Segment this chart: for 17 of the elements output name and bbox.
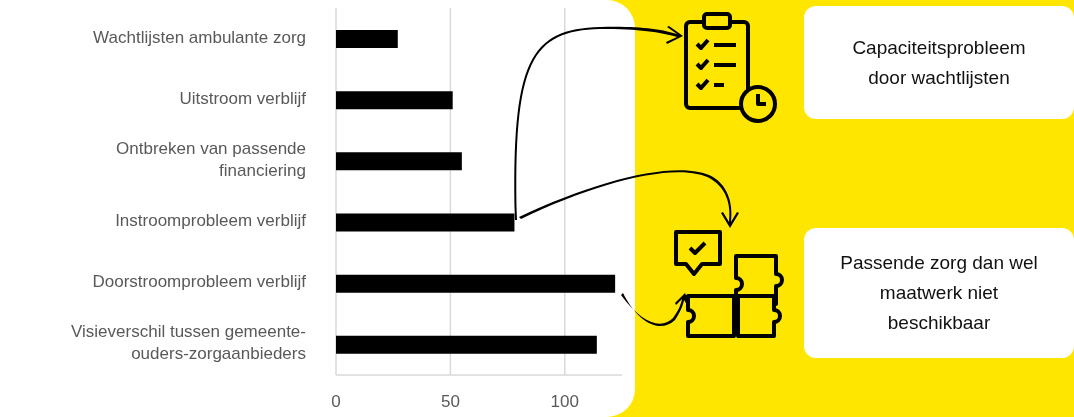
y-tick-label: Wachtlijsten ambulante zorg xyxy=(93,28,306,48)
bar xyxy=(336,213,515,232)
bar xyxy=(336,274,616,293)
y-tick-label: Visieverschil tussen gemeente-ouders-zorgaanbieders xyxy=(71,322,306,364)
y-tick-label: Uitstroom verblijf xyxy=(179,89,307,109)
text: Passende zorg dan wel maatwerk niet beschikbaar xyxy=(804,228,1074,358)
x-tick-label: 50 xyxy=(440,392,460,412)
y-tick-label: Ontbreken van passende financiering xyxy=(116,139,306,181)
bar xyxy=(336,30,398,48)
bar xyxy=(336,152,462,171)
y-tick-label: Doorstroomprobleem verblijf xyxy=(92,272,307,292)
y-tick-label: Instroomprobleem verblijf xyxy=(115,211,307,231)
x-tick-label: 0 xyxy=(331,392,341,412)
bar xyxy=(336,335,597,354)
text: Capaciteitsprobleem door wachtlijsten xyxy=(804,6,1074,119)
bar xyxy=(336,91,453,110)
x-tick-label: 100 xyxy=(550,392,579,412)
